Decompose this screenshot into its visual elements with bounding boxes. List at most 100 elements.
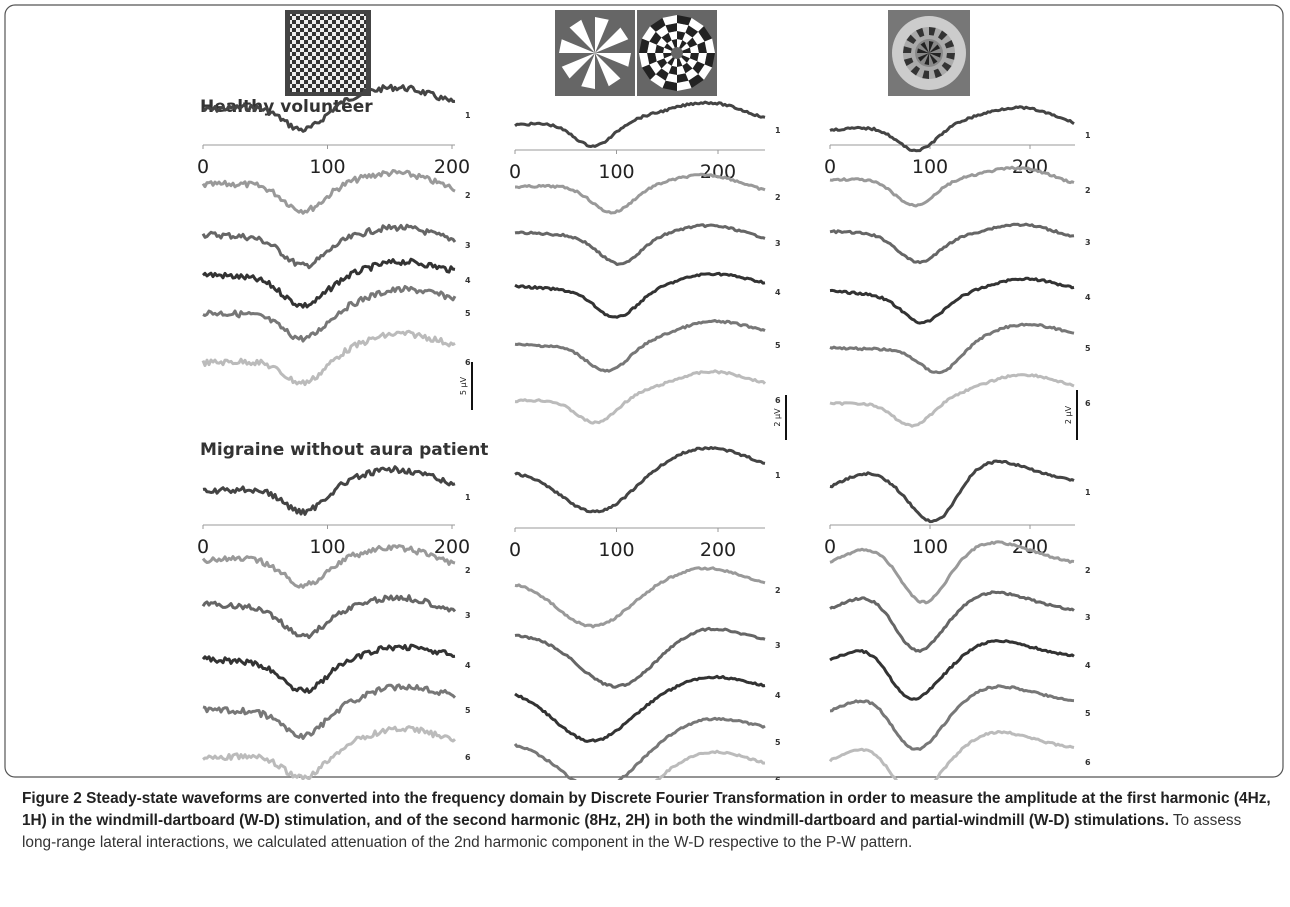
dartboard-cell: [677, 65, 686, 75]
dartboard-cell: [655, 25, 669, 38]
x-tick-label: 0: [509, 161, 521, 183]
figure-frame: [4, 4, 1284, 778]
waveform: [201, 169, 456, 215]
dartboard-cell: [665, 73, 677, 83]
waveform: [514, 446, 766, 514]
waveform: [514, 369, 767, 425]
stimulus-partial-windmill: [888, 10, 970, 96]
waveform: [829, 373, 1075, 428]
dartboard-cell: [698, 26, 713, 42]
caption-label: Figure 2: [22, 790, 82, 807]
partial-cell: [946, 53, 955, 60]
waveform: [202, 285, 457, 343]
x-tick-label: 100: [912, 156, 948, 178]
trace-number: 1: [465, 493, 471, 502]
windmill-sector: [569, 19, 595, 53]
x-tick-label: 100: [309, 536, 345, 558]
trace-number: 5: [775, 341, 781, 350]
trace-number: 1: [1085, 131, 1091, 140]
dartboard-cell: [671, 58, 677, 67]
waveform: [201, 594, 457, 640]
waveform: [829, 105, 1075, 153]
dartboard-cell: [692, 61, 705, 75]
x-tick-label: 0: [509, 539, 521, 561]
partial-cell: [916, 27, 925, 38]
waveform: [201, 643, 456, 694]
dartboard-cell: [686, 58, 698, 69]
center-sector: [917, 48, 929, 53]
trace-number: 6: [1085, 399, 1091, 408]
dartboard-cell: [685, 68, 699, 81]
dartboard-cell: [650, 17, 666, 32]
dartboard-cell: [662, 80, 677, 91]
dartboard-cell: [689, 44, 699, 53]
dartboard-cell: [641, 64, 656, 80]
dartboard-cell: [682, 32, 693, 44]
trace-number: 1: [1085, 488, 1091, 497]
trace-number: 6: [775, 776, 781, 780]
dartboard-cell: [661, 62, 672, 74]
center-sector: [929, 44, 941, 53]
dartboard-cell: [704, 38, 715, 53]
dartboard-cell: [656, 37, 668, 48]
waveform: [514, 100, 766, 148]
dartboard-cell: [649, 61, 662, 75]
dartboard-cell: [647, 41, 657, 53]
dartboard-cell: [677, 23, 689, 33]
waveform: [202, 683, 457, 740]
partial-cell: [906, 34, 917, 44]
center-sector: [920, 41, 929, 53]
trace-number: 6: [465, 358, 471, 367]
trace-number: 5: [465, 706, 471, 715]
trace-number: 6: [465, 753, 471, 762]
waveform: [514, 626, 766, 689]
waveform: [829, 276, 1075, 325]
center-sector: [924, 53, 929, 65]
waveform: [202, 465, 456, 516]
trace-number: 5: [1085, 344, 1091, 353]
trace-number: 1: [775, 126, 781, 135]
trace-number: 3: [1085, 613, 1091, 622]
waveform: [829, 322, 1075, 375]
caption-bold: Steady-state waveforms are converted int…: [22, 790, 1271, 829]
waveform: [202, 725, 457, 780]
dartboard-cell: [685, 25, 699, 38]
waveform: [514, 271, 766, 319]
dartboard-cell: [649, 31, 662, 45]
dartboard-cell: [677, 58, 683, 67]
dartboard-cell: [639, 53, 650, 68]
center-sector: [917, 53, 929, 62]
trace-number: 4: [1085, 293, 1091, 302]
trace-number: 2: [465, 191, 471, 200]
stimulus-checkerboard: [285, 10, 371, 96]
center-sector: [929, 53, 941, 58]
dartboard-cell: [681, 55, 690, 63]
dartboard-cell: [704, 53, 715, 68]
panel-title: Migraine without aura patient: [200, 440, 488, 460]
dartboard-cell: [682, 53, 691, 59]
windmill-sector: [581, 53, 595, 89]
dartboard-cell: [688, 17, 704, 32]
waveform: [829, 222, 1075, 265]
trace-number: 3: [775, 239, 781, 248]
waveform: [514, 223, 766, 266]
dartboard-cell: [679, 57, 687, 66]
dartboard-cell: [655, 44, 665, 53]
trace-number: 5: [465, 309, 471, 318]
partial-cell: [933, 68, 942, 79]
dartboard-cell: [689, 53, 699, 62]
dartboard-cell: [655, 68, 669, 81]
dartboard-cell: [677, 80, 692, 91]
x-tick-label: 200: [434, 156, 470, 178]
scale-bar-label: 5 µV: [459, 376, 468, 395]
trace-number: 3: [775, 641, 781, 650]
partial-cell: [922, 70, 929, 79]
windmill-sector: [561, 53, 595, 79]
partial-cell: [929, 27, 936, 36]
trace-number: 2: [1085, 566, 1091, 575]
partial-cell: [938, 30, 948, 41]
trace-number: 4: [465, 276, 471, 285]
dartboard-cell: [650, 74, 666, 89]
